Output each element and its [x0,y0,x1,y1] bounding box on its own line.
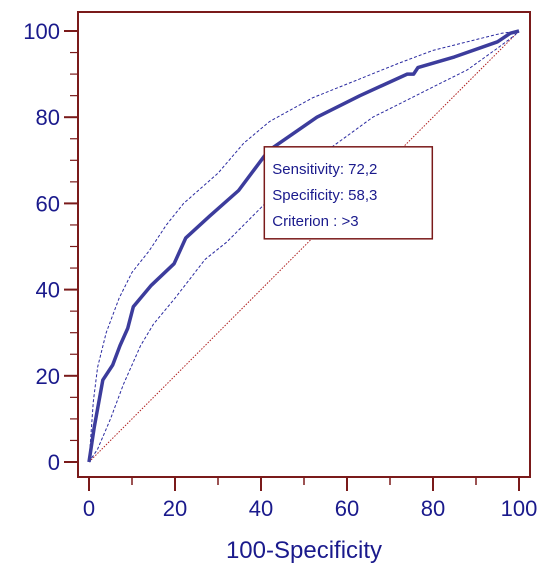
y-tick-label-60: 60 [36,191,60,216]
x-tick-label-20: 20 [163,496,187,521]
annotation-criterion: Criterion : >3 [272,213,358,230]
annotation-specificity: Specificity: 58,3 [272,187,377,204]
x-tick-label-40: 40 [249,496,273,521]
y-tick-label-20: 20 [36,364,60,389]
upper-confidence-band [88,30,520,463]
x-tick-label-60: 60 [335,496,359,521]
annotation-sensitivity: Sensitivity: 72,2 [272,161,377,178]
annotation-box [263,146,434,240]
reference-diagonal [88,30,520,463]
plot-frame [77,11,531,478]
x-tick-label-80: 80 [421,496,445,521]
y-tick-label-0: 0 [48,450,60,475]
y-tick-label-80: 80 [36,105,60,130]
lower-confidence-band [88,30,520,463]
roc-curve [87,29,520,463]
x-tick-label-100: 100 [501,496,538,521]
x-tick-label-0: 0 [83,496,95,521]
x-axis-title: 100-Specificity [226,537,382,564]
y-tick-label-40: 40 [36,278,60,303]
y-tick-label-100: 100 [23,19,60,44]
